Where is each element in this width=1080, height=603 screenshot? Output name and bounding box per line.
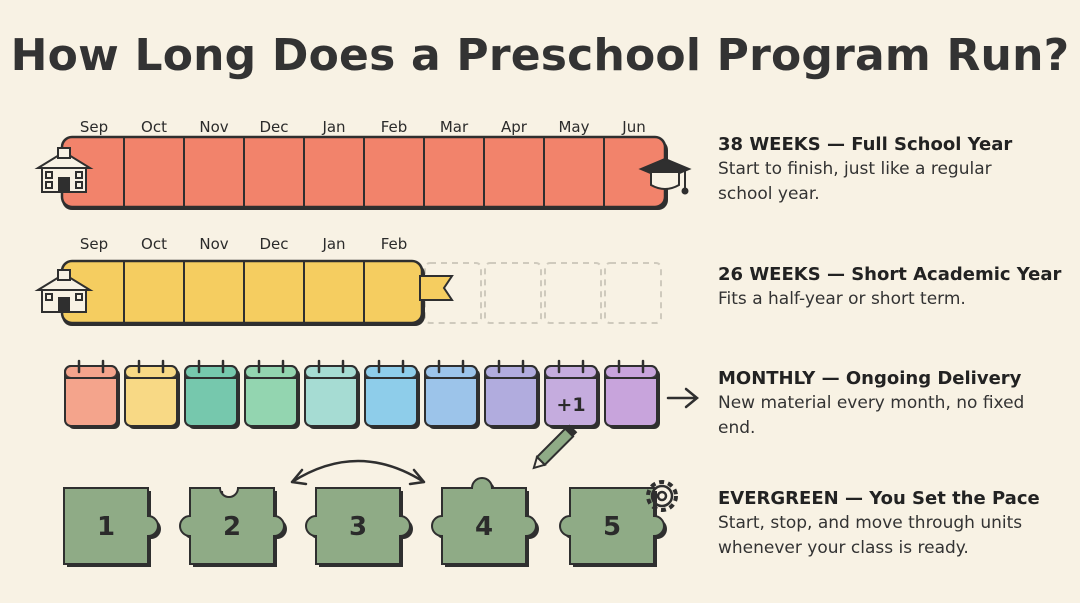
schoolhouse-icon [34,269,94,313]
month-label: Feb [381,235,408,253]
empty-month-slot [544,262,602,324]
full-year-timeline: Sep Oct Nov Dec Jan Feb Mar Apr May Jun [34,118,692,210]
calendar-icon [304,359,360,429]
full-year-heading: 38 WEEKS — Full School Year [718,134,1013,155]
graduation-cap-icon [638,157,692,195]
evergreen-text: Start, stop, and move through units when… [718,513,1023,558]
empty-month-slot [484,262,542,324]
puzzle-piece: 5 [559,487,667,567]
full-year-text: Start to finish, just like a regular sch… [718,159,992,204]
month-label: Feb [381,118,408,136]
puzzle-number: 3 [349,512,367,542]
month-label: Oct [141,235,167,253]
short-year-bar [60,259,424,325]
month-label: Dec [259,235,288,253]
month-label: Dec [259,118,288,136]
calendar-icon [124,359,180,429]
month-label: Sep [80,235,108,253]
month-label: Nov [199,235,228,253]
flag-icon [419,275,454,301]
calendar-icon [244,359,300,429]
schoolhouse-icon [34,147,94,193]
month-label: Jan [321,118,345,136]
page-title: How Long Does a Preschool Program Run? [10,30,1070,81]
monthly-calendars: +1 [64,359,660,429]
month-label: Mar [440,118,469,136]
month-label: Sep [80,118,108,136]
puzzle-piece: 4 [431,477,539,567]
monthly-description: MONTHLY — Ongoing Delivery New material … [718,368,1073,441]
short-year-description: 26 WEEKS — Short Academic Year Fits a ha… [718,264,1073,312]
short-year-heading: 26 WEEKS — Short Academic Year [718,264,1062,285]
calendar-icon: +1 [544,359,600,429]
plus-one-badge: +1 [556,394,585,416]
full-year-description: 38 WEEKS — Full School Year Start to fin… [718,134,1073,207]
puzzle-number: 1 [97,512,115,542]
calendar-icon [184,359,240,429]
puzzle-number: 2 [223,512,241,542]
monthly-heading: MONTHLY — Ongoing Delivery [718,368,1022,389]
gear-icon [646,480,678,512]
puzzle-piece: 1 [63,487,161,567]
monthly-text: New material every month, no fixed end. [718,393,1025,438]
short-year-timeline: Sep Oct Nov Dec Jan Feb [34,235,662,326]
arrow-right-icon [666,387,699,409]
puzzle-number: 4 [475,512,493,542]
month-label: Nov [199,118,228,136]
double-arrow-icon [291,459,425,484]
calendar-icon [604,359,660,429]
evergreen-description: EVERGREEN — You Set the Pace Start, stop… [718,488,1073,561]
calendar-icon [484,359,540,429]
month-label: Jun [621,118,645,136]
month-label: Oct [141,118,167,136]
puzzle-pieces: 1 2 3 4 5 [63,477,667,567]
puzzle-piece: 3 [305,487,413,567]
month-label: Apr [501,118,528,136]
empty-month-slot [604,262,662,324]
calendar-icon [64,359,120,429]
puzzle-piece: 2 [179,487,287,567]
short-year-text: Fits a half-year or short term. [718,289,966,309]
pencil-icon [532,424,578,470]
calendar-icon [424,359,480,429]
month-label: May [558,118,589,136]
month-label: Jan [321,235,345,253]
evergreen-heading: EVERGREEN — You Set the Pace [718,488,1040,509]
puzzle-number: 5 [603,512,621,542]
calendar-icon [364,359,420,429]
